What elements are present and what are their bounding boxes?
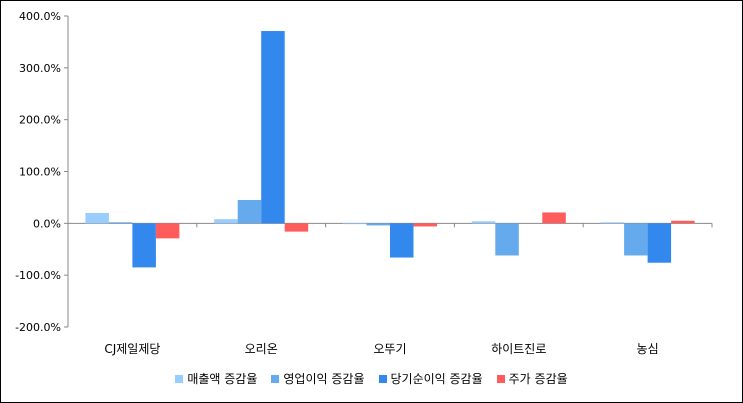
legend-label: 당기순이익 증감율 — [390, 372, 483, 386]
bar — [413, 223, 437, 227]
bar — [671, 220, 695, 224]
bar — [132, 223, 156, 268]
bar — [471, 221, 496, 224]
legend-item: 주가 증감율 — [496, 370, 568, 387]
y-tick-label: 0.0% — [33, 217, 61, 230]
category-label: 오리온 — [245, 342, 278, 356]
bar — [542, 212, 566, 224]
legend-label: 영업이익 증감율 — [283, 372, 365, 386]
legend-swatch — [496, 374, 505, 383]
y-tick-label: -200.0% — [15, 321, 61, 334]
bar — [284, 223, 309, 232]
chart-axes — [67, 16, 713, 327]
legend-item: 매출액 증감율 — [175, 370, 257, 387]
legend-item: 당기순이익 증감율 — [378, 370, 483, 387]
category-label: 오뚜기 — [373, 342, 406, 356]
category-label: 하이트진로 — [491, 342, 546, 356]
bar — [624, 223, 648, 256]
legend-label: 주가 증감율 — [508, 372, 568, 386]
legend-swatch — [378, 374, 387, 383]
bar — [495, 223, 519, 256]
category-label: 농심 — [637, 342, 659, 356]
bar — [108, 222, 133, 224]
y-axis-ticks: 400.0% 300.0% 200.0% 100.0% 0.0% -100.0% -200.… — [15, 10, 68, 334]
category-label: CJ제일제당 — [104, 342, 160, 356]
legend-item: 영업이익 증감율 — [271, 370, 365, 387]
chart-legend: 매출액 증감율 영업이익 증감율 당기순이익 증감율 주가 증감율 — [0, 370, 743, 387]
y-tick-label: -100.0% — [15, 269, 61, 282]
bars-group — [85, 31, 695, 268]
bar — [647, 223, 672, 263]
legend-swatch — [175, 374, 184, 383]
bar — [214, 219, 238, 224]
bar — [237, 200, 262, 224]
legend-label: 매출액 증감율 — [187, 372, 258, 386]
bar — [390, 223, 414, 258]
bar — [261, 31, 285, 224]
legend-swatch — [271, 374, 280, 383]
y-tick-label: 400.0% — [19, 10, 61, 23]
bar — [85, 212, 109, 224]
y-tick-label: 300.0% — [19, 62, 61, 75]
bar — [600, 222, 625, 224]
bar — [366, 223, 390, 226]
y-tick-label: 200.0% — [19, 114, 61, 127]
bar — [343, 223, 367, 225]
y-tick-label: 100.0% — [19, 166, 61, 179]
bar — [155, 223, 180, 239]
category-labels: CJ제일제당 오리온 오뚜기 하이트진로 농심 — [104, 342, 658, 356]
